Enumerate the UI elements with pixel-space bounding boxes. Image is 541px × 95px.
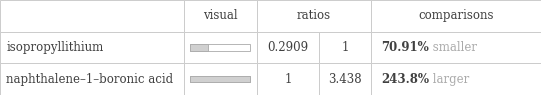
FancyBboxPatch shape <box>0 0 184 32</box>
FancyBboxPatch shape <box>190 76 250 82</box>
Text: visual: visual <box>203 9 238 22</box>
Text: 70.91%: 70.91% <box>381 41 429 54</box>
Text: isopropyllithium: isopropyllithium <box>6 41 104 54</box>
FancyBboxPatch shape <box>371 0 541 32</box>
FancyBboxPatch shape <box>371 32 541 63</box>
Text: 243.8%: 243.8% <box>381 73 430 86</box>
FancyBboxPatch shape <box>371 63 541 95</box>
Text: 1: 1 <box>285 73 292 86</box>
FancyBboxPatch shape <box>184 32 257 63</box>
FancyBboxPatch shape <box>0 32 184 63</box>
FancyBboxPatch shape <box>257 32 319 63</box>
Text: naphthalene–1–boronic acid: naphthalene–1–boronic acid <box>6 73 174 86</box>
FancyBboxPatch shape <box>257 63 319 95</box>
Text: 1: 1 <box>341 41 348 54</box>
FancyBboxPatch shape <box>184 63 257 95</box>
Text: 3.438: 3.438 <box>328 73 362 86</box>
FancyBboxPatch shape <box>257 0 371 32</box>
FancyBboxPatch shape <box>319 63 371 95</box>
Text: ratios: ratios <box>296 9 331 22</box>
FancyBboxPatch shape <box>190 44 250 51</box>
FancyBboxPatch shape <box>319 32 371 63</box>
Text: 0.2909: 0.2909 <box>267 41 309 54</box>
FancyBboxPatch shape <box>0 63 184 95</box>
FancyBboxPatch shape <box>190 76 250 82</box>
FancyBboxPatch shape <box>184 0 257 32</box>
Text: smaller: smaller <box>429 41 477 54</box>
Text: larger: larger <box>430 73 470 86</box>
FancyBboxPatch shape <box>190 44 208 51</box>
Text: comparisons: comparisons <box>418 9 493 22</box>
